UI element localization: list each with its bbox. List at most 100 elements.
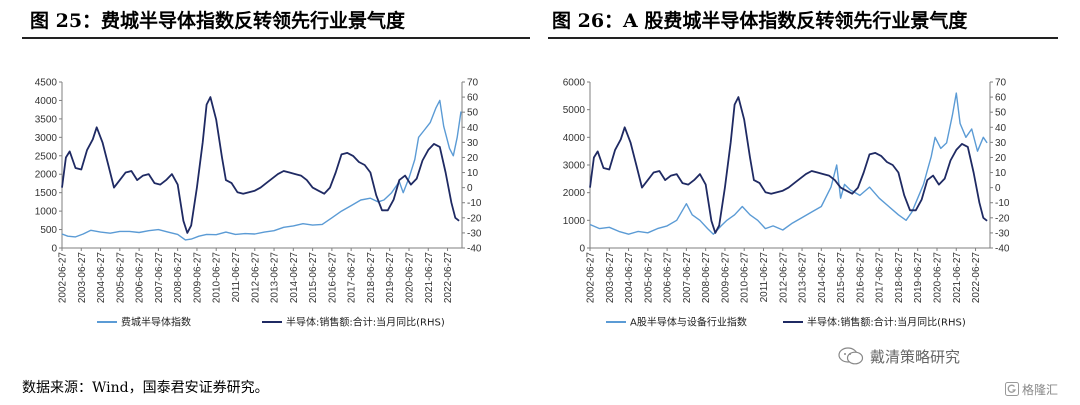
x-tick-label: 2005-06-27 <box>115 252 126 304</box>
right-y-tick-label: 70 <box>467 78 479 89</box>
gelonghui-logo-icon <box>1005 382 1019 396</box>
x-tick-label: 2002-06-27 <box>586 252 597 304</box>
right-y-tick-label: 70 <box>995 78 1007 89</box>
x-tick-label: 2018-06-27 <box>366 252 377 304</box>
x-tick-label: 2004-06-27 <box>624 252 635 304</box>
x-tick-label: 2007-06-27 <box>154 252 165 304</box>
legend-label: 半导体:销售额:合计:当月同比(RHS) <box>807 316 966 329</box>
x-tick-label: 2016-06-27 <box>855 252 866 304</box>
right-y-tick-label: -40 <box>467 244 482 255</box>
chart-svg-figure-25: 050010001500200025003000350040004500-40-… <box>35 78 482 329</box>
x-tick-label: 2010-06-27 <box>740 252 751 304</box>
x-tick-label: 2010-06-27 <box>212 252 223 304</box>
left-y-tick-label: 1000 <box>35 207 58 218</box>
x-tick-label: 2012-06-27 <box>778 252 789 304</box>
x-tick-label: 2021-06-27 <box>424 252 435 304</box>
wechat-icon <box>838 347 864 365</box>
x-tick-label: 2008-06-27 <box>173 252 184 304</box>
right-y-tick-label: -40 <box>995 244 1010 255</box>
x-tick-label: 2017-06-27 <box>347 252 358 304</box>
left-y-tick-label: 1500 <box>35 188 58 199</box>
x-tick-label: 2014-06-27 <box>289 252 300 304</box>
series-line-index <box>589 92 988 235</box>
series-line-yoy <box>589 96 988 234</box>
right-y-tick-label: 0 <box>467 183 473 194</box>
legend-label: 半导体:销售额:合计:当月同比(RHS) <box>286 316 445 329</box>
right-y-tick-label: 20 <box>467 153 479 164</box>
x-tick-label: 2002-06-27 <box>58 252 69 304</box>
left-y-tick-label: 2500 <box>35 151 58 162</box>
x-tick-label: 2012-06-27 <box>250 252 261 304</box>
right-y-tick-label: 10 <box>467 168 479 179</box>
wechat-watermark: 戴清策略研究 <box>838 346 1038 368</box>
right-y-tick-label: -30 <box>995 228 1010 239</box>
x-tick-label: 2017-06-27 <box>875 252 886 304</box>
right-y-tick-label: 40 <box>467 123 479 134</box>
left-y-tick-label: 3000 <box>563 161 586 172</box>
figure-25-title-rule <box>22 37 530 39</box>
right-y-tick-label: 60 <box>995 93 1007 104</box>
right-y-tick-label: -10 <box>467 198 482 209</box>
left-y-tick-label: 3500 <box>35 114 58 125</box>
left-y-tick-label: 1000 <box>563 216 586 227</box>
chart-figure-25: 0 500 1000 1500 2000 2500 3000 3500 4000 4500 -40-… <box>22 70 502 340</box>
source-note: 数据来源：Wind，国泰君安证券研究。 <box>22 380 269 396</box>
x-tick-label: 2022-06-27 <box>971 252 982 304</box>
x-tick-label: 2018-06-27 <box>894 252 905 304</box>
x-tick-label: 2015-06-27 <box>308 252 319 304</box>
right-y-tick-label: -10 <box>995 198 1010 209</box>
x-tick-label: 2014-06-27 <box>817 252 828 304</box>
legend-label: A股半导体与设备行业指数 <box>630 316 747 329</box>
x-tick-label: 2013-06-27 <box>798 252 809 304</box>
x-tick-label: 2004-06-27 <box>96 252 107 304</box>
left-y-tick-label: 0 <box>51 244 57 255</box>
left-y-tick-label: 6000 <box>563 78 586 89</box>
x-tick-label: 2020-06-27 <box>404 252 415 304</box>
right-y-tick-label: 20 <box>995 153 1007 164</box>
left-y-tick-label: 5000 <box>563 105 586 116</box>
left-y-tick-label: 4000 <box>563 133 586 144</box>
figure-25-title: 图 25：费城半导体指数反转领先行业景气度 <box>30 10 406 32</box>
left-y-tick-label: 2000 <box>35 170 58 181</box>
figure-26-title-rule <box>548 37 1058 39</box>
right-y-tick-label: 10 <box>995 168 1007 179</box>
x-tick-label: 2019-06-27 <box>913 252 924 304</box>
x-tick-label: 2011-06-27 <box>231 252 242 303</box>
right-y-tick-label: 50 <box>995 108 1007 119</box>
left-y-tick-label: 500 <box>40 225 57 236</box>
x-tick-label: 2019-06-27 <box>385 252 396 304</box>
left-y-tick-label: 0 <box>579 244 585 255</box>
right-y-tick-label: -20 <box>467 213 482 224</box>
right-y-tick-label: 40 <box>995 123 1007 134</box>
x-tick-label: 2005-06-27 <box>643 252 654 304</box>
x-tick-label: 2009-06-27 <box>720 252 731 304</box>
right-y-tick-label: -20 <box>995 213 1010 224</box>
x-tick-label: 2006-06-27 <box>135 252 146 304</box>
series-line-yoy <box>61 96 460 234</box>
right-y-tick-label: 50 <box>467 108 479 119</box>
right-y-tick-label: 30 <box>995 138 1007 149</box>
x-tick-label: 2011-06-27 <box>759 252 770 303</box>
left-y-tick-label: 3000 <box>35 133 58 144</box>
x-tick-label: 2013-06-27 <box>270 252 281 304</box>
figure-26-title: 图 26：A 股费城半导体指数反转领先行业景气度 <box>552 10 968 32</box>
x-tick-label: 2022-06-27 <box>443 252 454 304</box>
x-tick-label: 2016-06-27 <box>327 252 338 304</box>
x-tick-label: 2008-06-27 <box>701 252 712 304</box>
series-line-index <box>61 99 462 241</box>
legend-label: 费城半导体指数 <box>121 316 191 329</box>
right-y-tick-label: 0 <box>995 183 1001 194</box>
x-tick-label: 2015-06-27 <box>836 252 847 304</box>
x-tick-label: 2003-06-27 <box>77 252 88 304</box>
left-y-tick-label: 4500 <box>35 78 58 89</box>
right-y-tick-label: -30 <box>467 228 482 239</box>
x-tick-label: 2003-06-27 <box>605 252 616 304</box>
right-y-tick-label: 30 <box>467 138 479 149</box>
x-tick-label: 2009-06-27 <box>192 252 203 304</box>
left-y-tick-label: 2000 <box>563 188 586 199</box>
x-tick-label: 2020-06-27 <box>932 252 943 304</box>
x-tick-label: 2021-06-27 <box>952 252 963 304</box>
x-tick-label: 2007-06-27 <box>682 252 693 304</box>
right-y-tick-label: 60 <box>467 93 479 104</box>
chart-figure-26: 0 1000 2000 3000 4000 5000 6000 -40 -30 -20 -10 0 10… <box>548 70 1028 340</box>
